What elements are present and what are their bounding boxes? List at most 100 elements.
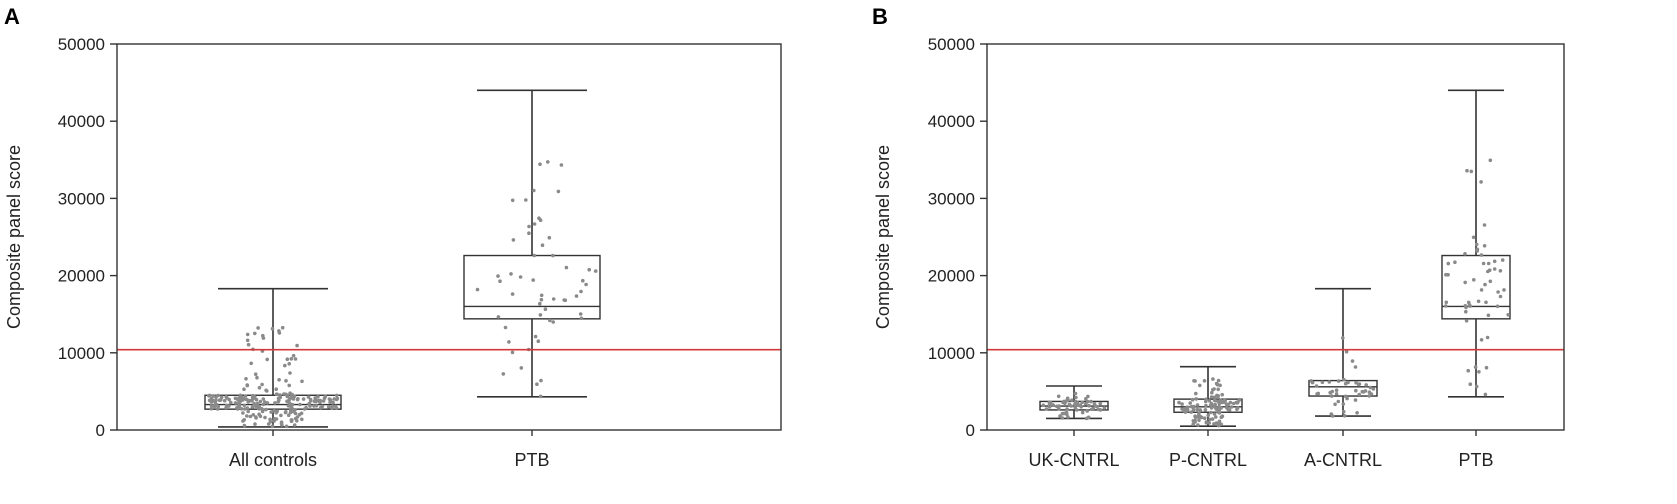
data-point bbox=[1237, 397, 1242, 402]
data-point bbox=[1208, 410, 1213, 415]
data-point bbox=[1468, 382, 1473, 387]
data-point bbox=[1197, 418, 1201, 423]
data-point bbox=[275, 409, 280, 414]
data-point bbox=[1314, 384, 1319, 388]
data-point bbox=[1465, 168, 1469, 173]
data-point bbox=[527, 224, 531, 229]
data-point bbox=[245, 383, 249, 387]
data-point bbox=[1058, 414, 1062, 418]
data-point bbox=[1309, 379, 1313, 383]
data-point bbox=[1216, 378, 1221, 383]
data-point bbox=[233, 401, 238, 405]
data-point bbox=[295, 397, 300, 402]
data-point bbox=[1196, 423, 1200, 427]
data-point bbox=[1344, 349, 1349, 354]
data-point bbox=[285, 357, 290, 362]
data-point bbox=[264, 388, 268, 393]
y-axis-title: Composite panel score bbox=[4, 145, 24, 329]
data-point bbox=[1069, 404, 1074, 408]
y-tick-label: 0 bbox=[96, 421, 105, 440]
data-point bbox=[1342, 414, 1347, 418]
data-point bbox=[1354, 380, 1358, 385]
data-point bbox=[279, 413, 283, 418]
data-point bbox=[255, 401, 260, 406]
data-point bbox=[270, 424, 275, 429]
x-category-label: UK-CNTRL bbox=[1028, 450, 1119, 470]
data-point bbox=[1051, 403, 1055, 407]
data-point bbox=[211, 394, 215, 398]
data-point bbox=[258, 399, 263, 404]
data-point bbox=[1334, 388, 1339, 393]
data-point bbox=[293, 408, 297, 412]
data-point bbox=[559, 163, 564, 167]
box-group-a-cntrl bbox=[1308, 287, 1378, 418]
data-point bbox=[1479, 288, 1484, 292]
data-point bbox=[579, 289, 583, 294]
data-point bbox=[246, 342, 251, 347]
y-tick-label: 30000 bbox=[928, 189, 975, 208]
data-point bbox=[1213, 402, 1217, 407]
data-point bbox=[1195, 403, 1200, 407]
data-point bbox=[1229, 405, 1234, 409]
data-point bbox=[511, 238, 516, 242]
data-point bbox=[531, 278, 535, 282]
data-point bbox=[1320, 380, 1325, 385]
data-point bbox=[1086, 394, 1090, 399]
data-point bbox=[1357, 392, 1361, 397]
y-tick-label: 20000 bbox=[58, 267, 105, 286]
data-point bbox=[227, 404, 231, 408]
data-point bbox=[261, 402, 266, 407]
data-point bbox=[1225, 405, 1229, 410]
data-point bbox=[1329, 412, 1334, 416]
data-point bbox=[260, 409, 265, 414]
data-point bbox=[1210, 417, 1215, 421]
data-point bbox=[507, 340, 511, 344]
data-point bbox=[548, 318, 552, 323]
data-point bbox=[1484, 300, 1488, 305]
box-group-all-controls bbox=[204, 287, 342, 429]
data-point bbox=[1474, 384, 1479, 389]
data-point bbox=[1328, 390, 1332, 395]
data-point bbox=[1180, 402, 1184, 406]
data-point bbox=[288, 371, 292, 375]
data-point bbox=[253, 331, 257, 336]
data-point bbox=[1215, 382, 1220, 387]
data-point bbox=[1065, 407, 1069, 411]
y-tick-label: 50000 bbox=[58, 35, 105, 54]
data-point bbox=[551, 253, 555, 258]
data-point bbox=[1189, 410, 1194, 414]
y-tick-label: 50000 bbox=[928, 35, 975, 54]
data-point bbox=[306, 395, 311, 399]
data-point bbox=[248, 414, 253, 419]
data-point bbox=[293, 411, 298, 416]
data-point bbox=[1483, 392, 1488, 397]
data-point bbox=[1446, 261, 1451, 266]
data-point bbox=[284, 379, 288, 383]
data-point bbox=[273, 401, 277, 405]
box-group-ptb bbox=[1441, 89, 1511, 398]
data-point bbox=[1056, 394, 1061, 399]
data-point bbox=[1086, 415, 1091, 420]
data-point bbox=[268, 420, 273, 424]
data-point bbox=[255, 375, 259, 380]
data-point bbox=[536, 339, 541, 344]
data-point bbox=[1047, 405, 1052, 409]
data-point bbox=[280, 423, 284, 427]
data-point bbox=[1467, 303, 1472, 307]
data-point bbox=[538, 218, 543, 222]
data-point bbox=[292, 423, 297, 427]
data-point bbox=[1217, 419, 1222, 424]
data-point bbox=[1360, 389, 1365, 394]
data-point bbox=[302, 407, 307, 411]
data-point bbox=[1060, 416, 1065, 420]
data-point bbox=[1220, 392, 1224, 397]
data-point bbox=[285, 399, 289, 404]
data-point bbox=[1464, 305, 1468, 310]
data-point bbox=[1212, 395, 1217, 400]
data-point bbox=[241, 411, 245, 415]
data-point bbox=[579, 316, 584, 321]
data-point bbox=[1498, 294, 1503, 299]
data-point bbox=[584, 282, 588, 287]
data-point bbox=[587, 267, 591, 272]
data-point bbox=[1057, 406, 1061, 411]
